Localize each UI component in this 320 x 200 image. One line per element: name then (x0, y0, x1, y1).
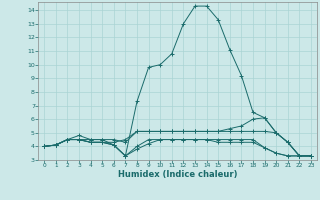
X-axis label: Humidex (Indice chaleur): Humidex (Indice chaleur) (118, 170, 237, 179)
